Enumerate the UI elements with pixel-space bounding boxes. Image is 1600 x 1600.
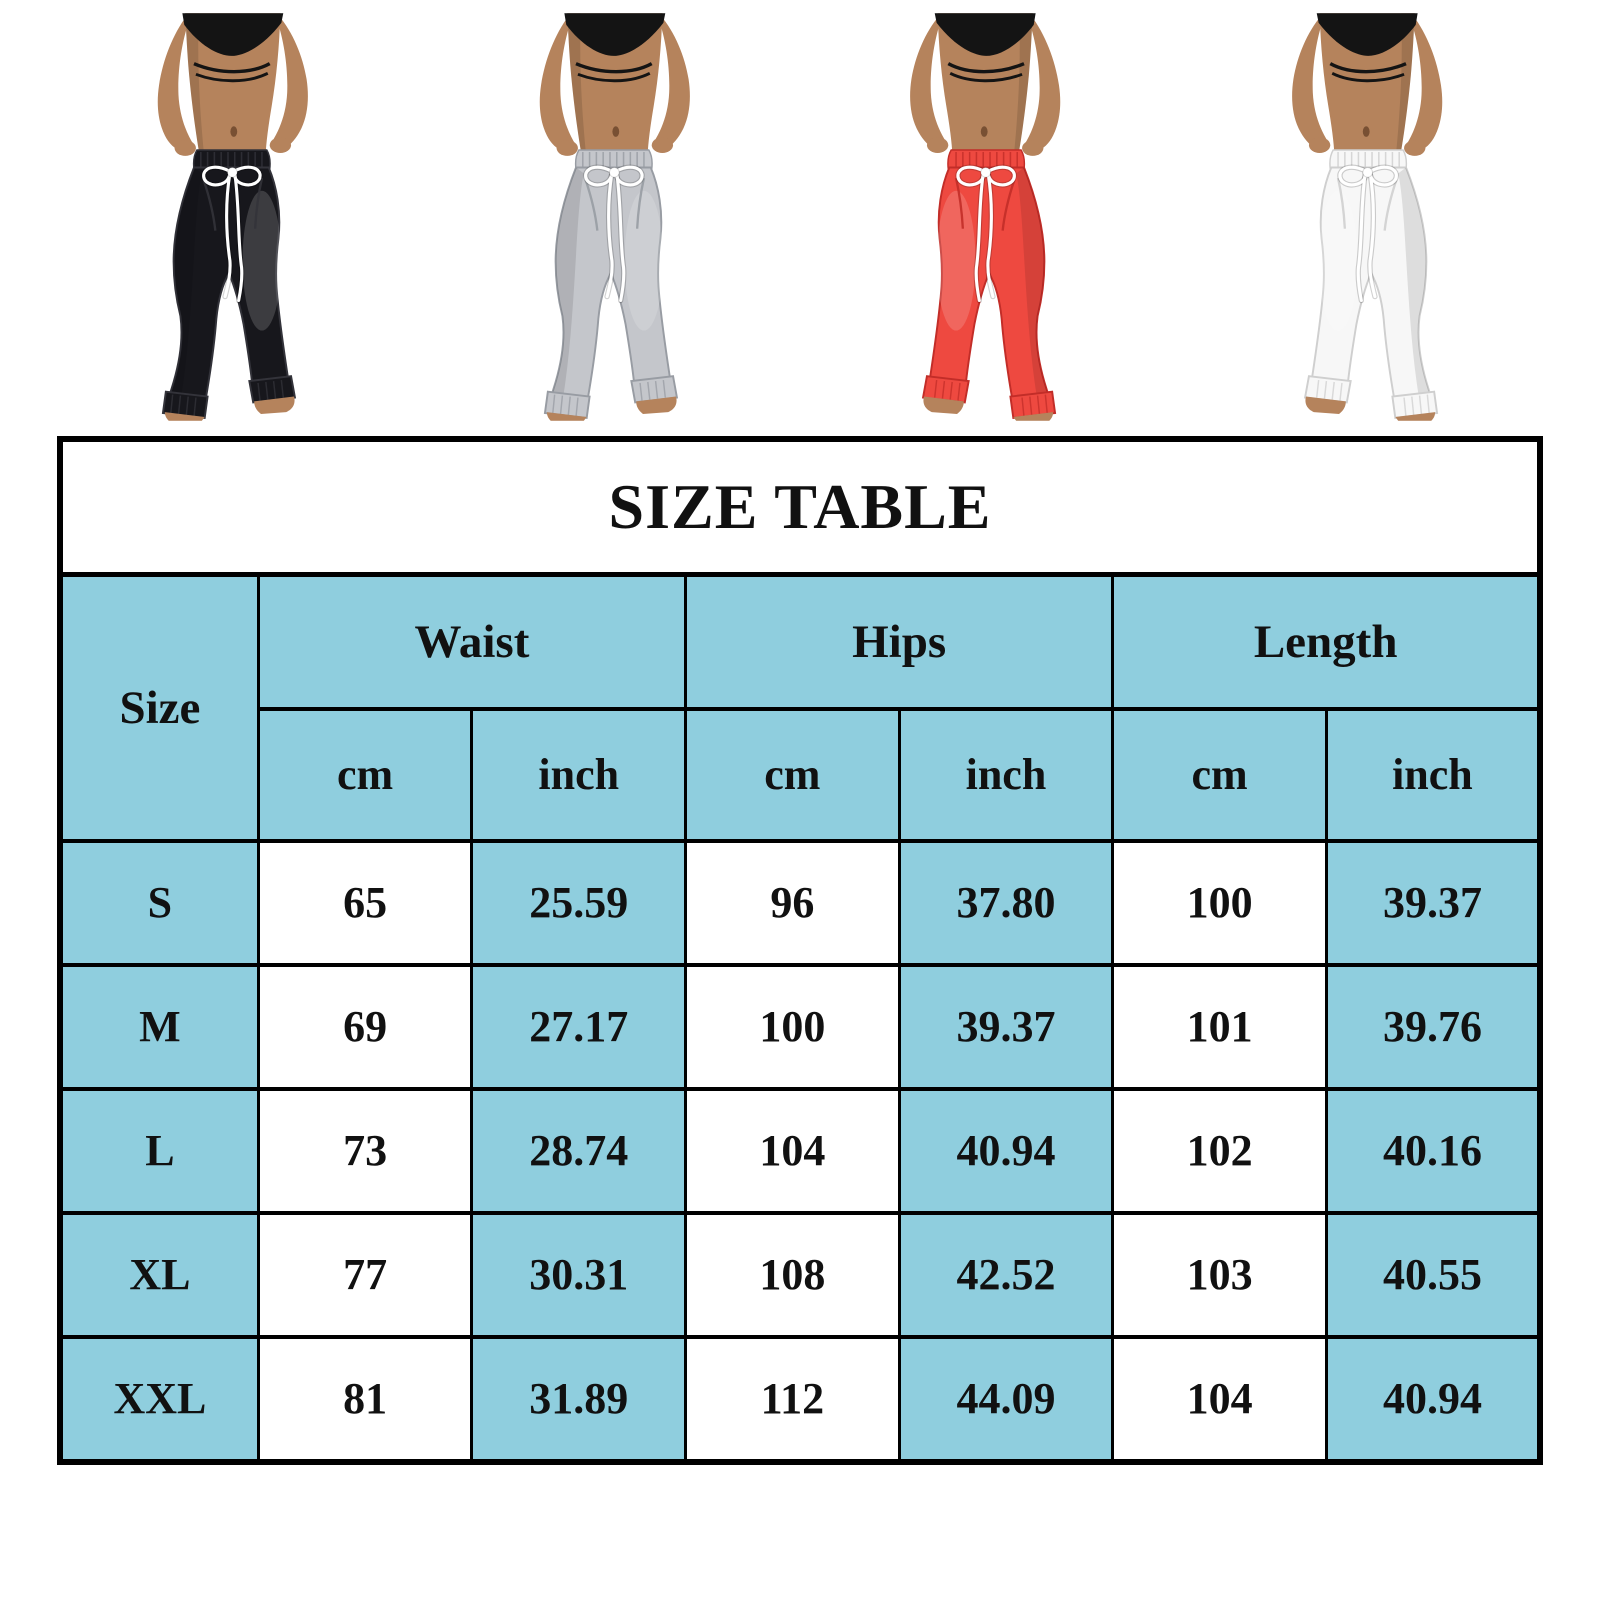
size-table-section: SIZE TABLE Size Waist Hips Length cm inc…: [57, 436, 1543, 1465]
table-cell: 101: [1111, 963, 1328, 1091]
col-group-waist: Waist: [256, 572, 688, 711]
table-row-m: M 69 27.17 100 39.37 101 39.76: [58, 963, 1542, 1091]
jogger-pants-white-photo: [1208, 10, 1538, 424]
table-cell: 40.94: [1324, 1335, 1542, 1464]
col-group-length: Length: [1111, 572, 1542, 711]
product-photo-gray: [444, 10, 774, 424]
table-row-s: S 65 25.59 96 37.80 100 39.37: [58, 839, 1542, 967]
col-header-waist-cm: cm: [256, 707, 474, 843]
table-cell: 69: [256, 963, 474, 1091]
col-header-length-cm: cm: [1111, 707, 1328, 843]
product-photo-black: [62, 10, 392, 424]
col-header-size: Size: [58, 572, 260, 843]
table-row-xl: XL 77 30.31 108 42.52 103 40.55: [58, 1211, 1542, 1339]
col-header-waist-inch: inch: [470, 707, 688, 843]
table-cell: 40.94: [897, 1087, 1115, 1215]
table-cell: 77: [256, 1211, 474, 1339]
table-cell: 39.37: [897, 963, 1115, 1091]
table-cell: 39.37: [1324, 839, 1542, 967]
table-cell: 37.80: [897, 839, 1115, 967]
row-size-label: L: [58, 1087, 260, 1215]
row-size-label: XL: [58, 1211, 260, 1339]
table-cell: 73: [256, 1087, 474, 1215]
product-photo-red: [826, 10, 1156, 424]
col-group-hips: Hips: [684, 572, 1115, 711]
table-cell: 42.52: [897, 1211, 1115, 1339]
table-cell: 28.74: [470, 1087, 688, 1215]
product-photos-row: [0, 0, 1600, 428]
jogger-pants-gray-photo: [444, 10, 774, 424]
table-cell: 40.16: [1324, 1087, 1542, 1215]
table-cell: 100: [684, 963, 901, 1091]
col-header-length-inch: inch: [1324, 707, 1542, 843]
table-cell: 102: [1111, 1087, 1328, 1215]
size-table-title: SIZE TABLE: [58, 437, 1542, 577]
col-header-hips-inch: inch: [897, 707, 1115, 843]
row-size-label: S: [58, 839, 260, 967]
table-cell: 100: [1111, 839, 1328, 967]
col-header-hips-cm: cm: [684, 707, 901, 843]
table-cell: 104: [684, 1087, 901, 1215]
table-cell: 81: [256, 1335, 474, 1464]
row-size-label: XXL: [58, 1335, 260, 1464]
table-cell: 40.55: [1324, 1211, 1542, 1339]
table-cell: 108: [684, 1211, 901, 1339]
table-cell: 27.17: [470, 963, 688, 1091]
table-row-l: L 73 28.74 104 40.94 102 40.16: [58, 1087, 1542, 1215]
product-photo-white: [1208, 10, 1538, 424]
table-row-xxl: XXL 81 31.89 112 44.09 104 40.94: [58, 1335, 1542, 1464]
jogger-pants-black-photo: [62, 10, 392, 424]
table-cell: 30.31: [470, 1211, 688, 1339]
row-size-label: M: [58, 963, 260, 1091]
table-cell: 31.89: [470, 1335, 688, 1464]
jogger-pants-red-photo: [826, 10, 1156, 424]
table-cell: 39.76: [1324, 963, 1542, 1091]
table-cell: 103: [1111, 1211, 1328, 1339]
size-table: SIZE TABLE Size Waist Hips Length cm inc…: [57, 436, 1543, 1465]
table-cell: 112: [684, 1335, 901, 1464]
table-cell: 25.59: [470, 839, 688, 967]
table-cell: 96: [684, 839, 901, 967]
table-cell: 65: [256, 839, 474, 967]
table-cell: 44.09: [897, 1335, 1115, 1464]
table-cell: 104: [1111, 1335, 1328, 1464]
